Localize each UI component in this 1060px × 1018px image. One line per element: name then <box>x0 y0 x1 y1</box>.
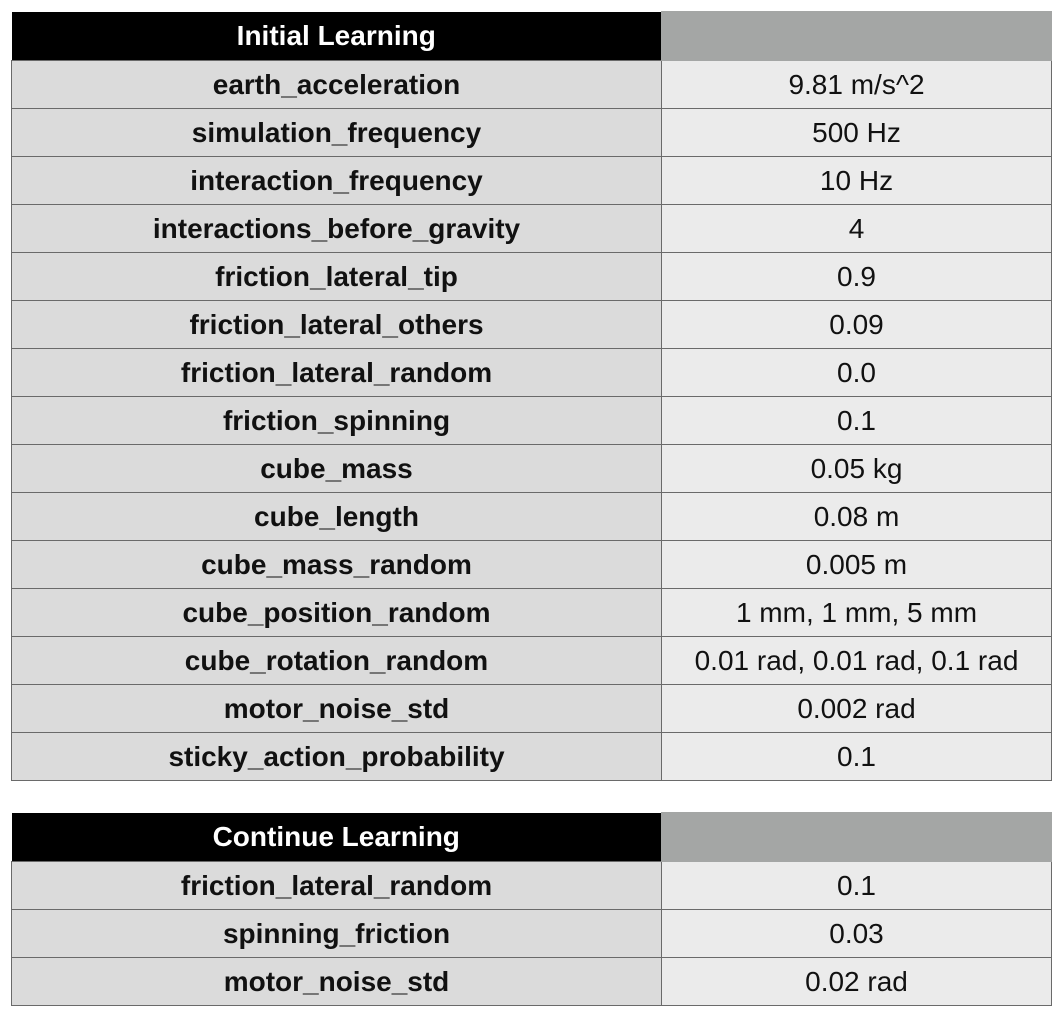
table-row: sticky_action_probability 0.1 <box>11 732 1052 781</box>
table-row: cube_position_random 1 mm, 1 mm, 5 mm <box>11 588 1052 637</box>
table-row: motor_noise_std 0.002 rad <box>11 684 1052 733</box>
table-row: friction_spinning 0.1 <box>11 396 1052 445</box>
parameter-value: 0.05 kg <box>661 444 1052 493</box>
table-header-row: Continue Learning <box>11 812 1052 862</box>
table-row: interactions_before_gravity 4 <box>11 204 1052 253</box>
table-row: friction_lateral_tip 0.9 <box>11 252 1052 301</box>
parameter-name: interaction_frequency <box>11 156 662 205</box>
initial-learning-table: Initial Learning earth_acceleration 9.81 … <box>11 11 1052 781</box>
parameter-name: friction_lateral_tip <box>11 252 662 301</box>
parameter-name: interactions_before_gravity <box>11 204 662 253</box>
table-row: simulation_frequency 500 Hz <box>11 108 1052 157</box>
table-row: spinning_friction 0.03 <box>11 909 1052 958</box>
parameter-name: simulation_frequency <box>11 108 662 157</box>
parameter-name: cube_mass_random <box>11 540 662 589</box>
parameter-value: 4 <box>661 204 1052 253</box>
parameter-value: 0.09 <box>661 300 1052 349</box>
table-row: friction_lateral_others 0.09 <box>11 300 1052 349</box>
table-header-row: Initial Learning <box>11 11 1052 61</box>
table-row: cube_rotation_random 0.01 rad, 0.01 rad, … <box>11 636 1052 685</box>
parameter-name: cube_mass <box>11 444 662 493</box>
table-body: friction_lateral_random 0.1 spinning_frict… <box>11 861 1052 1006</box>
table-body: earth_acceleration 9.81 m/s^2 simulation_f… <box>11 60 1052 781</box>
table-title: Continue Learning <box>11 812 662 862</box>
table-header-blank <box>661 812 1052 862</box>
parameter-name: cube_position_random <box>11 588 662 637</box>
parameter-value: 0.01 rad, 0.01 rad, 0.1 rad <box>661 636 1052 685</box>
parameter-value: 0.005 m <box>661 540 1052 589</box>
parameter-value: 0.03 <box>661 909 1052 958</box>
table-row: interaction_frequency 10 Hz <box>11 156 1052 205</box>
parameter-value: 0.002 rad <box>661 684 1052 733</box>
parameter-value: 0.1 <box>661 861 1052 910</box>
parameter-value: 0.08 m <box>661 492 1052 541</box>
parameter-value: 0.02 rad <box>661 957 1052 1006</box>
table-row: friction_lateral_random 0.1 <box>11 861 1052 910</box>
parameter-name: friction_lateral_others <box>11 300 662 349</box>
parameter-value: 0.0 <box>661 348 1052 397</box>
parameter-value: 10 Hz <box>661 156 1052 205</box>
table-row: cube_length 0.08 m <box>11 492 1052 541</box>
parameter-name: motor_noise_std <box>11 957 662 1006</box>
continue-learning-table: Continue Learning friction_lateral_rando… <box>11 812 1052 1006</box>
parameter-value: 0.1 <box>661 396 1052 445</box>
table-row: earth_acceleration 9.81 m/s^2 <box>11 60 1052 109</box>
parameter-name: earth_acceleration <box>11 60 662 109</box>
parameter-name: cube_rotation_random <box>11 636 662 685</box>
parameter-name: spinning_friction <box>11 909 662 958</box>
parameter-value: 1 mm, 1 mm, 5 mm <box>661 588 1052 637</box>
parameter-name: motor_noise_std <box>11 684 662 733</box>
table-row: friction_lateral_random 0.0 <box>11 348 1052 397</box>
parameter-name: friction_lateral_random <box>11 348 662 397</box>
parameter-value: 500 Hz <box>661 108 1052 157</box>
parameter-value: 9.81 m/s^2 <box>661 60 1052 109</box>
parameter-value: 0.9 <box>661 252 1052 301</box>
parameter-value: 0.1 <box>661 732 1052 781</box>
table-title: Initial Learning <box>11 11 662 61</box>
table-row: cube_mass_random 0.005 m <box>11 540 1052 589</box>
parameter-name: friction_lateral_random <box>11 861 662 910</box>
parameter-name: cube_length <box>11 492 662 541</box>
table-header-blank <box>661 11 1052 61</box>
table-row: cube_mass 0.05 kg <box>11 444 1052 493</box>
parameter-name: sticky_action_probability <box>11 732 662 781</box>
table-row: motor_noise_std 0.02 rad <box>11 957 1052 1006</box>
parameter-name: friction_spinning <box>11 396 662 445</box>
